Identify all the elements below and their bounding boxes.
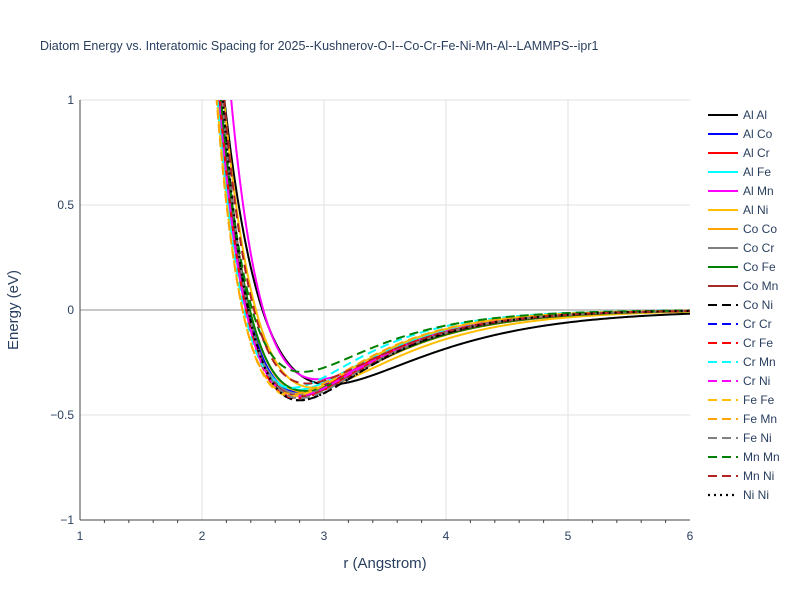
legend-item[interactable]: Fe Fe [708,393,775,407]
legend-label: Ni Ni [743,488,769,502]
series-line-ni-ni [221,100,690,402]
x-axis-label: r (Angstrom) [343,555,426,572]
x-tick-label: 1 [77,529,84,543]
legend-label: Co Mn [743,279,778,293]
legend-item[interactable]: Mn Ni [708,469,774,483]
legend-label: Fe Mn [743,412,777,426]
legend-item[interactable]: Mn Mn [708,450,780,464]
series-line-al-ni [222,100,690,389]
legend-item[interactable]: Ni Ni [708,488,769,502]
series-line-mn-ni [223,100,690,385]
y-tick-label: −1 [60,513,74,527]
legend-label: Al Co [743,127,773,141]
legend-item[interactable]: Al Ni [708,203,768,217]
chart-title: Diatom Energy vs. Interatomic Spacing fo… [40,39,599,53]
legend-label: Al Al [743,108,767,122]
legend-item[interactable]: Al Co [708,127,773,141]
legend-label: Co Cr [743,241,774,255]
legend-item[interactable]: Al Fe [708,165,771,179]
legend-item[interactable]: Co Cr [708,241,774,255]
series-line-mn-mn [219,100,690,373]
x-tick-label: 3 [321,529,328,543]
grid-lines [80,99,690,520]
plot-area [215,100,690,402]
x-tick-label: 4 [443,529,450,543]
legend-label: Mn Ni [743,469,774,483]
legend-label: Mn Mn [743,450,780,464]
legend-item[interactable]: Co Fe [708,260,776,274]
legend-label: Fe Fe [743,393,775,407]
legend-item[interactable]: Co Mn [708,279,778,293]
legend-item[interactable]: Cr Cr [708,317,772,331]
legend-item[interactable]: Al Al [708,108,767,122]
y-tick-label: 0.5 [57,198,74,212]
legend-label: Co Ni [743,298,773,312]
legend-item[interactable]: Al Mn [708,184,774,198]
series-line-fe-mn [215,100,690,395]
legend-label: Co Co [743,222,777,236]
legend-item[interactable]: Fe Mn [708,412,777,426]
legend-label: Al Ni [743,203,768,217]
y-tick-label: 1 [67,93,74,107]
legend-item[interactable]: Fe Ni [708,431,772,445]
legend-label: Cr Fe [743,336,773,350]
x-tick-label: 2 [199,529,206,543]
y-axis-label: Energy (eV) [5,270,22,350]
legend-item[interactable]: Co Co [708,222,777,236]
legend-label: Cr Mn [743,355,776,369]
legend-label: Cr Ni [743,374,770,388]
x-tick-label: 5 [565,529,572,543]
x-tick-label: 6 [687,529,694,543]
legend-label: Al Fe [743,165,771,179]
legend-item[interactable]: Co Ni [708,298,773,312]
legend-label: Co Fe [743,260,776,274]
legend-item[interactable]: Cr Mn [708,355,776,369]
legend-label: Al Cr [743,146,770,160]
axes: 1 2 3 4 5 6 1 0.5 0 −0.5 −1 [50,93,693,543]
legend-label: Fe Ni [743,431,772,445]
legend-item[interactable]: Cr Ni [708,374,770,388]
legend-item[interactable]: Al Cr [708,146,770,160]
legend-label: Al Mn [743,184,774,198]
y-tick-label: 0 [67,303,74,317]
legend-item[interactable]: Cr Fe [708,336,773,350]
legend-label: Cr Cr [743,317,772,331]
legend: Al Al Al Co Al Cr Al Fe Al Mn Al Ni Co Co Co Cr… [708,108,780,502]
y-tick-label: −0.5 [50,408,74,422]
